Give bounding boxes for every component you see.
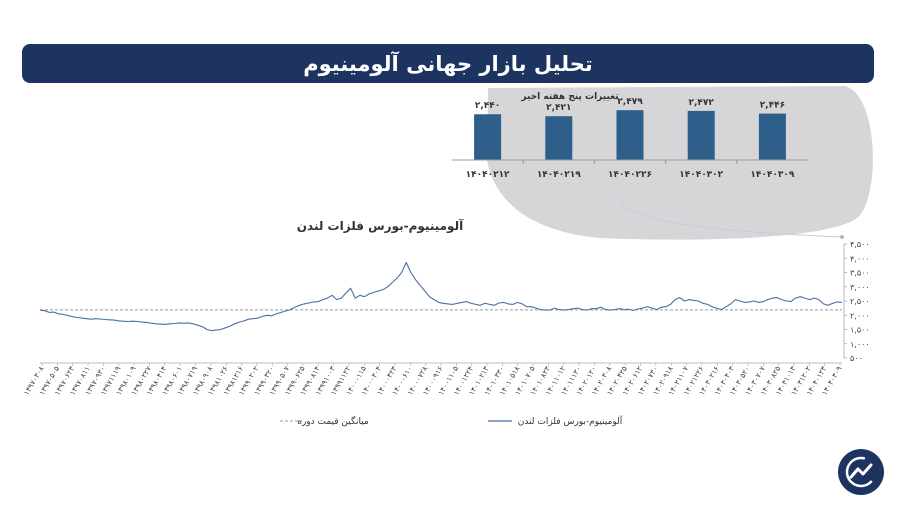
bar xyxy=(687,110,715,160)
bar-chart: ۲,۴۴۰ ۱۴۰۴۰۲۱۲ ۲,۴۲۱ ۱۴۰۴۰۲۱۹ ۲,۴۷۹ ۱۴۰۴۰۲۲۶ ۲… xyxy=(466,97,795,180)
bar-value-label: ۲,۴۴۶ xyxy=(760,101,785,111)
bar xyxy=(545,116,573,160)
y-tick-label: ۲,۰۰۰ xyxy=(850,311,870,320)
title-banner: تحلیل بازار جهانی آلومینیوم xyxy=(22,44,874,83)
y-tick-label: ۱,۰۰۰ xyxy=(850,340,870,349)
bar xyxy=(474,114,502,160)
line-chart: ۵۰۰ ۱,۰۰۰ ۱,۵۰۰ ۲,۰۰۰ ۲,۵۰۰ ۳,۰۰۰ ۳,۵۰۰ ۴,۰۰۰ ۴,… xyxy=(22,240,870,397)
y-tick-label: ۴,۰۰۰ xyxy=(850,254,870,263)
series-line-aluminum xyxy=(39,261,843,332)
y-tick-label: ۴,۵۰۰ xyxy=(850,240,870,249)
callout-bubble xyxy=(487,86,873,240)
bar-value-label: ۲,۴۴۰ xyxy=(475,101,500,111)
bar-chart-title: تغییرات پنج هفته اخیر xyxy=(520,92,618,102)
y-tick-label: ۱,۵۰۰ xyxy=(850,326,870,335)
trend-logo-icon xyxy=(845,456,877,488)
y-tick-label: ۳,۰۰۰ xyxy=(850,283,870,292)
bar-value-label: ۲,۴۷۹ xyxy=(617,97,643,107)
bar-value-label: ۲,۴۲۱ xyxy=(546,103,571,113)
page-title: تحلیل بازار جهانی آلومینیوم xyxy=(303,51,593,76)
brand-logo xyxy=(838,449,884,495)
legend-avg-label: میانگین قیمت دوره xyxy=(297,415,369,427)
bar-category-label: ۱۴۰۴۰۳۰۲ xyxy=(679,170,723,180)
bar xyxy=(758,113,786,160)
bar-category-label: ۱۴۰۴۰۳۰۹ xyxy=(750,170,794,180)
bar xyxy=(616,110,644,160)
y-tick-label: ۵۰۰ xyxy=(850,354,863,363)
line-chart-title: آلومینیوم-بورس فلزات لندن xyxy=(297,218,464,234)
callout-dot xyxy=(840,235,844,239)
bar-value-label: ۲,۴۷۲ xyxy=(688,98,714,108)
bar-category-label: ۱۴۰۴۰۲۱۲ xyxy=(466,170,510,180)
legend-line-label: آلومینیوم-بورس فلزات لندن xyxy=(518,415,623,427)
bar-category-label: ۱۴۰۴۰۲۲۶ xyxy=(608,170,652,180)
bar-category-label: ۱۴۰۴۰۲۱۹ xyxy=(537,170,581,180)
y-tick-label: ۳,۵۰۰ xyxy=(850,269,870,278)
y-tick-label: ۲,۵۰۰ xyxy=(850,297,870,306)
callout-connector xyxy=(617,194,843,238)
